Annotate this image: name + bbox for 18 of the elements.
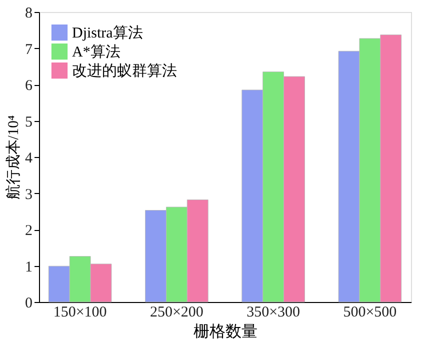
- y-axis-title: 航行成本/10⁴: [5, 115, 22, 200]
- legend-label: A*算法: [72, 44, 120, 60]
- x-axis-title: 栅格数量: [194, 322, 258, 340]
- legend-label: 改进的蚁群算法: [72, 62, 177, 80]
- y-tick-label: 3: [25, 186, 32, 203]
- y-tick-label: 0: [25, 296, 32, 312]
- y-tick-label: 5: [25, 114, 32, 130]
- y-tick-label: 2: [25, 223, 32, 239]
- x-tick-label: 250×200: [150, 304, 204, 320]
- y-tick-label: 1: [25, 259, 32, 276]
- y-tick-label: 6: [25, 78, 33, 94]
- y-tick-label: 8: [25, 6, 32, 22]
- y-tick-label: 7: [25, 42, 33, 58]
- y-tick-label: 4: [25, 150, 33, 166]
- x-tick-label: 500×500: [343, 304, 397, 320]
- x-tick-label: 350×300: [246, 304, 300, 320]
- x-tick-label: 150×100: [53, 304, 107, 320]
- legend-label: Djistra算法: [72, 24, 143, 42]
